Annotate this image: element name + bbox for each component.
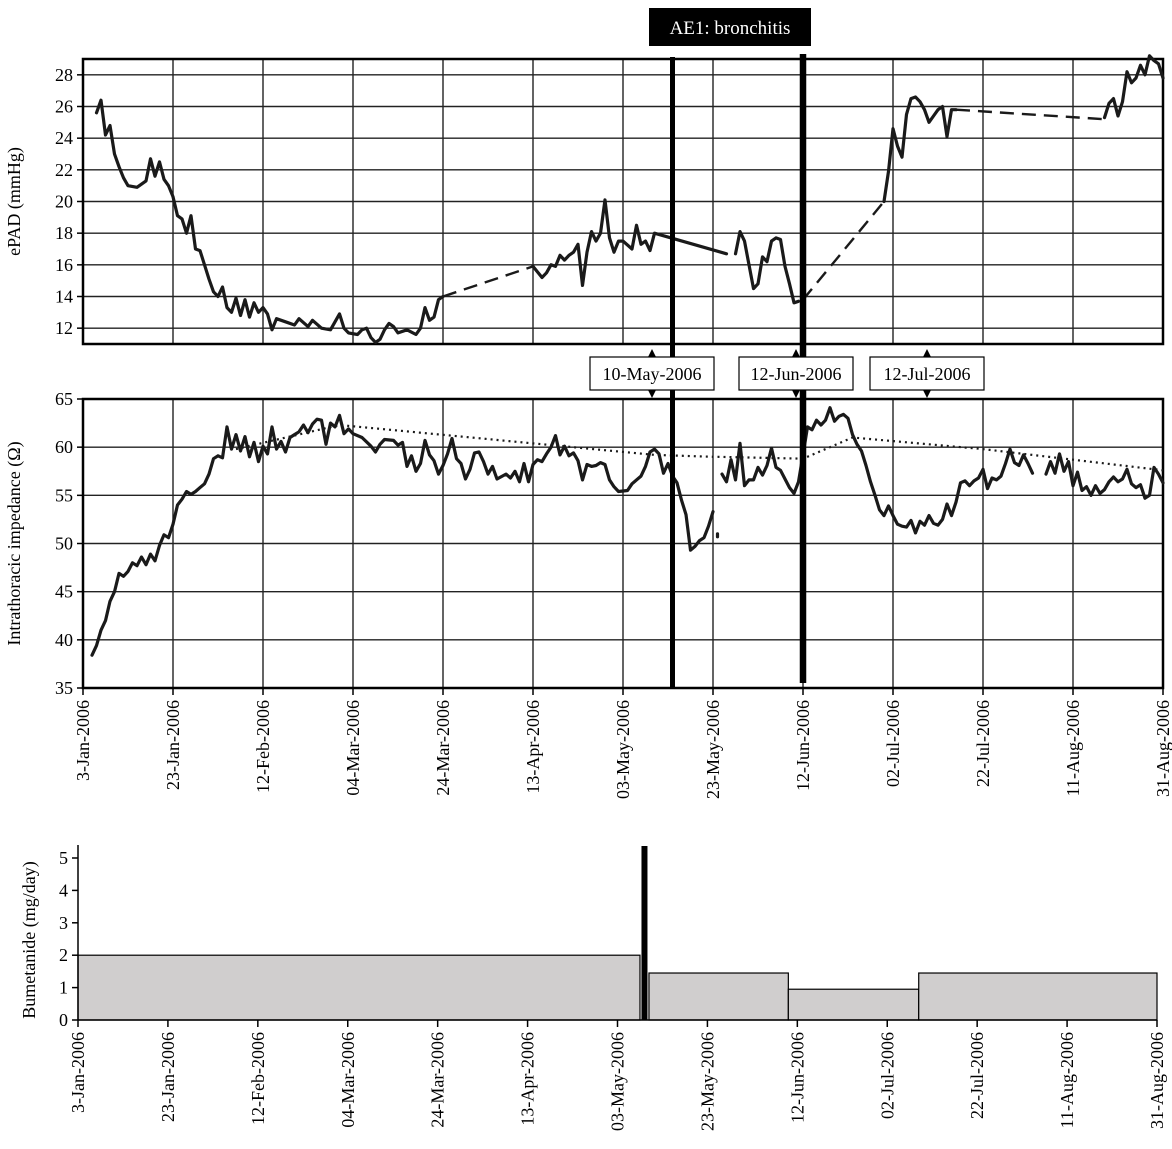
bumetanide-x-tick-label: 04-Mar-2006 (338, 1032, 358, 1128)
impedance-x-tick-label: 04-Mar-2006 (343, 700, 363, 796)
bumetanide-x-tick-label: 12-Feb-2006 (248, 1032, 268, 1125)
dose-bar (918, 972, 1158, 1021)
epad-axis-title: ePAD (mmHg) (4, 147, 25, 256)
epad-ytick-label: 24 (55, 128, 73, 148)
impedance-x-tick-label: 22-Jul-2006 (973, 700, 993, 787)
impedance-ytick-label: 35 (55, 678, 73, 698)
marker-arrow-up (923, 349, 931, 357)
bumetanide-x-tick-label: 23-May-2006 (697, 1032, 717, 1131)
impedance-ytick-label: 40 (55, 630, 73, 650)
epad-ytick-label: 12 (55, 318, 73, 338)
impedance-x-tick-label: 24-Mar-2006 (433, 700, 453, 796)
epad-ytick-label: 20 (55, 192, 73, 212)
bumetanide-ytick-label: 1 (59, 978, 68, 998)
epad-panel: 12 14 16 18 20 22 24 26 28 ePAD (mmHg) AE1: bronch… (4, 8, 1165, 346)
bumetanide-x-tick-label: 23-Jan-2006 (158, 1032, 178, 1122)
bumetanide-x-tick-label: 11-Aug-2006 (1057, 1032, 1077, 1128)
impedance-solid-segment-2 (720, 406, 1035, 535)
impedance-dotted-segment-0 (235, 423, 714, 458)
bumetanide-ytick-label: 4 (59, 880, 68, 900)
epad-solid-segment-2 (733, 230, 801, 305)
bumetanide-x-tick-label: 3-Jan-2006 (68, 1032, 88, 1113)
marker-arrow-down (923, 390, 931, 398)
marker-arrow-up (648, 349, 656, 357)
date-marker-label: 10-May-2006 (603, 364, 702, 384)
date-marker-label: 12-Jun-2006 (751, 364, 842, 384)
impedance-dotted-segment-1 (717, 436, 1164, 472)
bumetanide-ytick-label: 0 (59, 1010, 68, 1030)
impedance-x-tick-label: 23-Jan-2006 (163, 700, 183, 790)
bumetanide-x-tick-label: 02-Jul-2006 (877, 1032, 897, 1119)
epad-solid-segment-1 (531, 198, 729, 287)
bumetanide-x-tick-label: 24-Mar-2006 (428, 1032, 448, 1128)
date-marker-box (589, 356, 715, 391)
marker-arrow-up (792, 349, 800, 357)
epad-ytick-label: 14 (55, 287, 73, 307)
impedance-ytick-label: 60 (55, 437, 73, 457)
impedance-solid-segment-3 (1044, 452, 1165, 500)
epad-dashed-segment-0 (442, 265, 534, 298)
impedance-x-tick-label: 31-Aug-2006 (1153, 700, 1172, 797)
impedance-x-tick-label: 12-Feb-2006 (253, 700, 273, 793)
date-marker-label: 12-Jul-2006 (884, 364, 971, 384)
bumetanide-x-tick-label: 12-Jun-2006 (787, 1032, 807, 1123)
bumetanide-x-tick-label: 03-May-2006 (608, 1032, 628, 1131)
bumetanide-panel: 0 1 2 3 4 5 Bumetanide (mg/day) 3-Jan-2006 23-Ja… (19, 845, 1167, 1131)
epad-ytick-label: 16 (55, 255, 73, 275)
impedance-ytick-label: 50 (55, 534, 73, 554)
marker-arrow-down (648, 390, 656, 398)
bumetanide-axis-title: Bumetanide (mg/day) (19, 861, 40, 1018)
epad-solid-segment-4 (1102, 54, 1165, 120)
event-title: AE1: bronchitis (670, 18, 791, 39)
impedance-x-tick-label: 11-Aug-2006 (1063, 700, 1083, 796)
dose-bar (787, 988, 920, 1021)
epad-ytick-label: 18 (55, 223, 73, 243)
date-marker-box (738, 356, 854, 391)
epad-dashed-segment-2 (955, 108, 1105, 121)
impedance-axis-title: Intrathoracic impedance (Ω) (4, 441, 25, 645)
marker-arrow-down (792, 390, 800, 398)
date-marker-box (869, 356, 985, 391)
bumetanide-ytick-label: 5 (59, 848, 68, 868)
impedance-panel: 35 40 45 50 55 60 65 Intrathoracic impedance (Ω… (4, 344, 1172, 799)
bumetanide-x-tick-label: 22-Jul-2006 (967, 1032, 987, 1119)
epad-dashed-segment-1 (802, 200, 885, 301)
event-title-box (649, 8, 811, 46)
bumetanide-ytick-label: 3 (59, 913, 68, 933)
impedance-solid-segment-0 (90, 413, 715, 657)
impedance-x-tick-label: 02-Jul-2006 (883, 700, 903, 787)
impedance-ytick-label: 55 (55, 485, 73, 505)
epad-plot-frame (81, 57, 1165, 346)
impedance-x-tick-label: 13-Apr-2006 (523, 700, 543, 794)
impedance-ytick-label: 45 (55, 582, 73, 602)
dose-bar (648, 972, 789, 1021)
bumetanide-ytick-label: 2 (59, 945, 68, 965)
epad-ytick-label: 22 (55, 160, 73, 180)
epad-solid-segment-3 (882, 95, 958, 204)
impedance-x-tick-label: 3-Jan-2006 (73, 700, 93, 781)
bumetanide-x-tick-label: 13-Apr-2006 (518, 1032, 538, 1126)
impedance-x-tick-label: 12-Jun-2006 (793, 700, 813, 791)
impedance-x-tick-label: 03-May-2006 (613, 700, 633, 799)
impedance-ytick-label: 65 (55, 389, 73, 409)
epad-ytick-label: 26 (55, 97, 73, 117)
epad-ytick-label: 28 (55, 65, 73, 85)
dose-bar (77, 954, 641, 1021)
bumetanide-x-tick-label: 31-Aug-2006 (1147, 1032, 1167, 1129)
epad-solid-segment-0 (94, 98, 445, 344)
impedance-x-tick-label: 23-May-2006 (703, 700, 723, 799)
